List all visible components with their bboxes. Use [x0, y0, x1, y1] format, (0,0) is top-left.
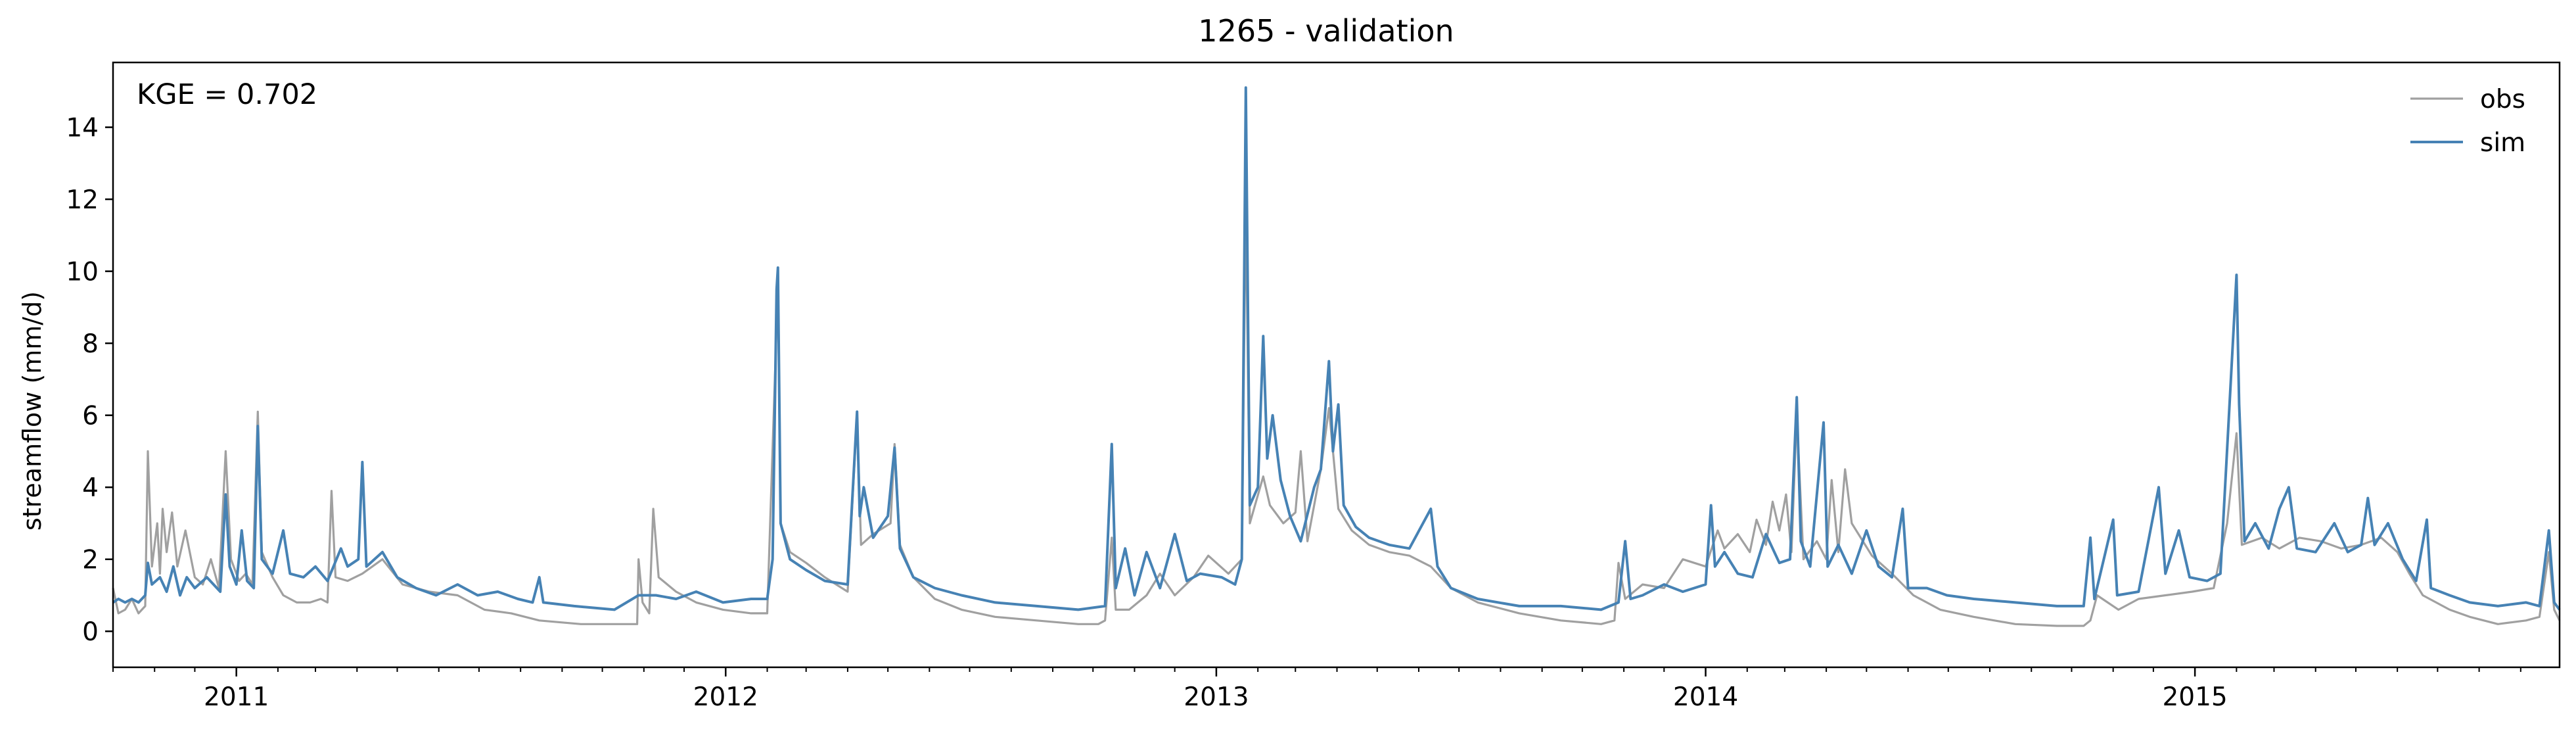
y-tick-label: 14: [66, 114, 99, 143]
x-tick-label: 2011: [204, 682, 269, 712]
x-tick-label: 2015: [2162, 682, 2227, 712]
kge-annotation: KGE = 0.702: [137, 78, 317, 111]
x-tick-label: 2012: [693, 682, 758, 712]
y-tick-label: 8: [82, 329, 99, 359]
y-tick-label: 4: [82, 473, 99, 503]
legend: obs sim: [2410, 85, 2525, 158]
x-tick-label: 2014: [1673, 682, 1738, 712]
y-tick-label: 12: [66, 185, 99, 215]
series-line-sim: [112, 86, 2561, 611]
y-tick-label: 6: [82, 402, 99, 431]
y-tick-label: 2: [82, 546, 99, 575]
y-axis-label: streamflow (mm/d): [18, 291, 47, 531]
legend-label-obs: obs: [2480, 85, 2525, 114]
y-tick-label: 0: [82, 617, 99, 647]
plot-area: 0 2 4 6 8 10 12 14 2011 2012 2013 2014 2015: [66, 61, 2561, 712]
chart-title: 1265 - validation: [1198, 13, 1454, 49]
y-tick-label: 10: [66, 258, 99, 287]
plot-frame: [112, 61, 2561, 669]
legend-label-sim: sim: [2480, 128, 2525, 158]
x-tick-label: 2013: [1184, 682, 1249, 712]
series-line-obs: [112, 198, 2561, 627]
